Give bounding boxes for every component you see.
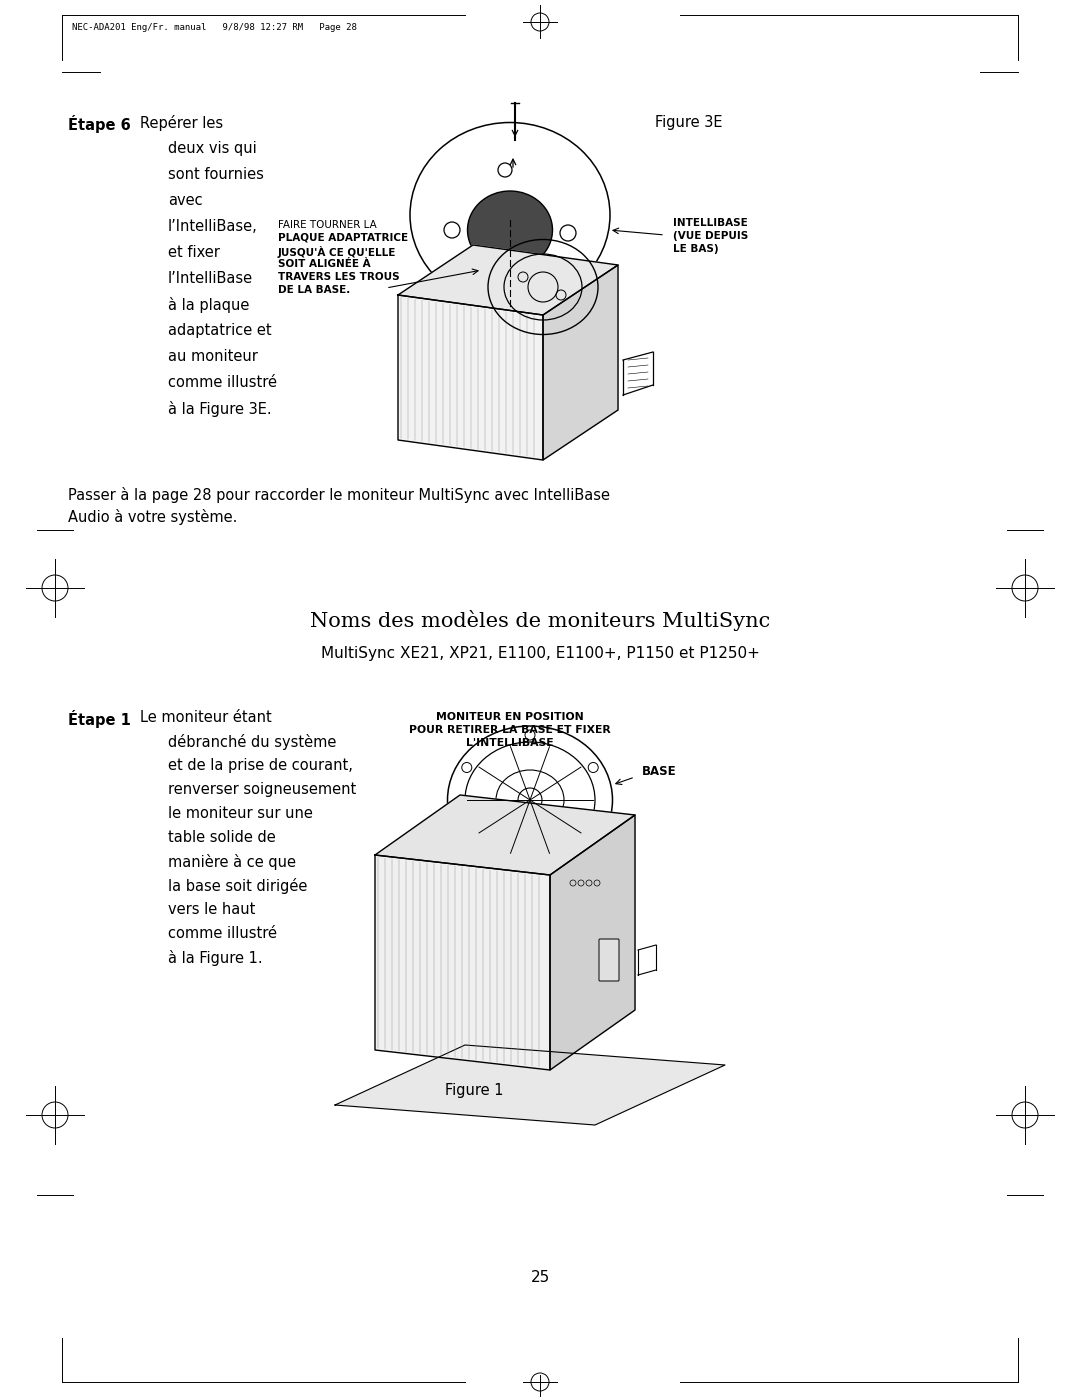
Polygon shape [375, 795, 635, 875]
Text: PLAQUE ADAPTATRICE: PLAQUE ADAPTATRICE [278, 233, 408, 243]
Text: MultiSync XE21, XP21, E1100, E1100+, P1150 et P1250+: MultiSync XE21, XP21, E1100, E1100+, P11… [321, 645, 759, 661]
Text: Passer à la page 28 pour raccorder le moniteur MultiSync avec IntelliBase: Passer à la page 28 pour raccorder le mo… [68, 488, 610, 503]
Text: Figure 1: Figure 1 [445, 1083, 503, 1098]
Polygon shape [375, 855, 550, 1070]
Text: TRAVERS LES TROUS: TRAVERS LES TROUS [278, 272, 400, 282]
Text: Le moniteur étant: Le moniteur étant [140, 710, 272, 725]
Polygon shape [399, 295, 543, 460]
Text: au moniteur: au moniteur [168, 349, 258, 365]
Text: comme illustré: comme illustré [168, 374, 276, 390]
Text: le moniteur sur une: le moniteur sur une [168, 806, 313, 821]
Text: table solide de: table solide de [168, 830, 275, 845]
Text: avec: avec [168, 193, 203, 208]
Text: POUR RETIRER LA BASE ET FIXER: POUR RETIRER LA BASE ET FIXER [409, 725, 611, 735]
Text: INTELLIBASE: INTELLIBASE [673, 218, 747, 228]
Text: manière à ce que: manière à ce que [168, 854, 296, 870]
Text: débranché du système: débranché du système [168, 733, 336, 750]
Text: JUSQU'À CE QU'ELLE: JUSQU'À CE QU'ELLE [278, 246, 396, 258]
Text: à la Figure 3E.: à la Figure 3E. [168, 401, 272, 416]
Ellipse shape [468, 191, 553, 270]
Text: FAIRE TOURNER LA: FAIRE TOURNER LA [278, 219, 377, 231]
Text: Audio à votre système.: Audio à votre système. [68, 509, 238, 525]
Text: à la plaque: à la plaque [168, 298, 249, 313]
Text: NEC-ADA201 Eng/Fr. manual   9/8/98 12:27 RM   Page 28: NEC-ADA201 Eng/Fr. manual 9/8/98 12:27 R… [72, 22, 356, 32]
FancyBboxPatch shape [599, 939, 619, 981]
Text: renverser soigneusement: renverser soigneusement [168, 782, 356, 798]
Text: BASE: BASE [642, 766, 677, 778]
Text: MONITEUR EN POSITION: MONITEUR EN POSITION [436, 712, 584, 722]
Text: sont fournies: sont fournies [168, 168, 264, 182]
Text: SOIT ALIGNÉE À: SOIT ALIGNÉE À [278, 258, 370, 270]
Polygon shape [399, 244, 618, 314]
Polygon shape [335, 1045, 725, 1125]
Text: vers le haut: vers le haut [168, 902, 255, 916]
Text: et de la prise de courant,: et de la prise de courant, [168, 759, 353, 773]
Text: DE LA BASE.: DE LA BASE. [278, 285, 350, 295]
Text: deux vis qui: deux vis qui [168, 141, 257, 156]
Text: (VUE DEPUIS: (VUE DEPUIS [673, 231, 748, 242]
Text: Étape 1: Étape 1 [68, 710, 131, 728]
Text: 25: 25 [530, 1270, 550, 1285]
Text: Figure 3E: Figure 3E [654, 115, 723, 130]
Text: et fixer: et fixer [168, 244, 220, 260]
Text: LE BAS): LE BAS) [673, 244, 718, 254]
Text: l’IntelliBase,: l’IntelliBase, [168, 219, 258, 235]
Text: adaptatrice et: adaptatrice et [168, 323, 272, 338]
Text: la base soit dirigée: la base soit dirigée [168, 877, 308, 894]
Text: l’IntelliBase: l’IntelliBase [168, 271, 253, 286]
Polygon shape [543, 265, 618, 460]
Text: L'INTELLIBASE: L'INTELLIBASE [467, 738, 554, 747]
Text: Repérer les: Repérer les [140, 115, 224, 131]
Polygon shape [550, 814, 635, 1070]
Text: Noms des modèles de moniteurs MultiSync: Noms des modèles de moniteurs MultiSync [310, 610, 770, 631]
Text: Étape 6: Étape 6 [68, 115, 131, 133]
Text: comme illustré: comme illustré [168, 926, 276, 942]
Text: à la Figure 1.: à la Figure 1. [168, 950, 262, 965]
